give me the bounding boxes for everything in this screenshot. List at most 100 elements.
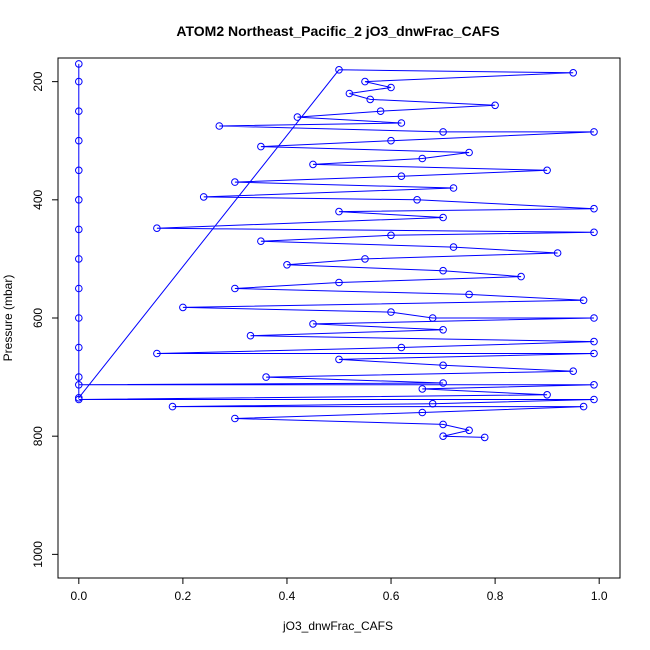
x-tick-label: 0.2: [175, 589, 192, 603]
data-marks: [75, 60, 598, 442]
data-point: [75, 225, 83, 234]
data-point: [543, 391, 551, 399]
y-tick-label: 200: [31, 71, 45, 91]
data-point: [569, 367, 578, 376]
data-point: [590, 337, 598, 346]
data-point: [335, 278, 343, 287]
data-point: [75, 60, 83, 68]
data-point: [75, 373, 83, 381]
data-point: [215, 122, 224, 130]
y-tick-label: 800: [31, 426, 45, 446]
y-axis: 200 400 600 800 1000: [31, 71, 59, 568]
data-point: [153, 349, 161, 358]
data-point: [590, 128, 598, 136]
data-point: [439, 420, 447, 429]
data-point: [387, 83, 395, 92]
data-point: [439, 213, 447, 222]
data-point: [579, 296, 588, 305]
data-point: [465, 290, 473, 299]
x-tick-label: 0.8: [487, 589, 504, 603]
x-tick-label: 0.6: [383, 589, 400, 603]
data-point: [75, 107, 83, 115]
data-point: [246, 331, 255, 340]
y-tick-label: 600: [31, 308, 45, 328]
data-point: [345, 89, 354, 98]
data-point: [491, 101, 499, 110]
data-point: [361, 255, 369, 263]
data-point: [75, 166, 83, 175]
data-point: [231, 178, 239, 186]
data-point: [590, 395, 598, 404]
data-point: [465, 148, 473, 157]
data-point: [231, 284, 239, 293]
data-point: [418, 385, 427, 393]
data-point: [153, 224, 161, 232]
data-point: [335, 66, 343, 74]
data-point: [449, 184, 458, 192]
data-point: [387, 308, 395, 316]
data-point: [579, 402, 588, 411]
data-point: [75, 395, 83, 404]
data-point: [309, 320, 317, 328]
x-tick-label: 1.0: [591, 589, 608, 603]
data-point: [428, 314, 437, 322]
data-point: [262, 373, 270, 381]
data-point: [413, 196, 421, 204]
data-point: [168, 402, 177, 411]
data-point: [376, 107, 385, 115]
data-point: [418, 408, 427, 417]
chart-title: ATOM2 Northeast_Pacific_2 jO3_dnwFrac_CA…: [176, 23, 499, 39]
data-point: [480, 433, 489, 442]
data-point: [179, 303, 187, 312]
data-point: [257, 237, 265, 245]
data-point: [366, 95, 375, 104]
data-point: [75, 255, 83, 263]
data-point: [590, 314, 598, 322]
data-point: [335, 207, 343, 216]
data-point: [543, 166, 551, 175]
data-point: [418, 154, 427, 163]
data-point: [439, 379, 447, 387]
data-point: [397, 172, 406, 180]
data-point: [590, 381, 598, 389]
data-point: [75, 314, 83, 322]
data-point: [449, 243, 458, 251]
data-point: [590, 204, 598, 213]
data-point: [397, 343, 406, 352]
data-point: [75, 136, 83, 145]
data-point: [199, 193, 208, 201]
data-point: [335, 355, 343, 364]
plot-area: [75, 60, 598, 442]
data-point: [293, 113, 302, 121]
x-axis-label: jO3_dnwFrac_CAFS: [282, 619, 393, 633]
data-point: [590, 228, 598, 237]
data-point: [439, 128, 447, 136]
data-point: [397, 119, 406, 127]
x-tick-label: 0.4: [279, 589, 296, 603]
data-point: [75, 343, 83, 352]
x-axis: 0.0 0.2 0.4 0.6 0.8 1.0: [70, 577, 608, 603]
data-point: [439, 432, 447, 441]
y-tick-label: 1000: [31, 541, 45, 568]
data-point: [439, 266, 447, 275]
data-point: [309, 160, 317, 169]
data-point: [387, 231, 395, 240]
x-tick-label: 0.0: [70, 589, 87, 603]
data-point: [75, 77, 83, 86]
data-point: [439, 326, 447, 334]
data-point: [465, 426, 473, 435]
data-point: [439, 361, 447, 370]
series-line: [78, 63, 595, 438]
data-point: [517, 272, 525, 281]
y-tick-label: 400: [31, 189, 45, 209]
data-point: [257, 142, 265, 151]
data-point: [387, 136, 395, 145]
data-point: [231, 414, 239, 423]
data-point: [569, 69, 578, 77]
data-point: [75, 284, 83, 293]
data-point: [553, 249, 562, 257]
data-point: [428, 399, 437, 408]
data-point: [590, 349, 598, 358]
